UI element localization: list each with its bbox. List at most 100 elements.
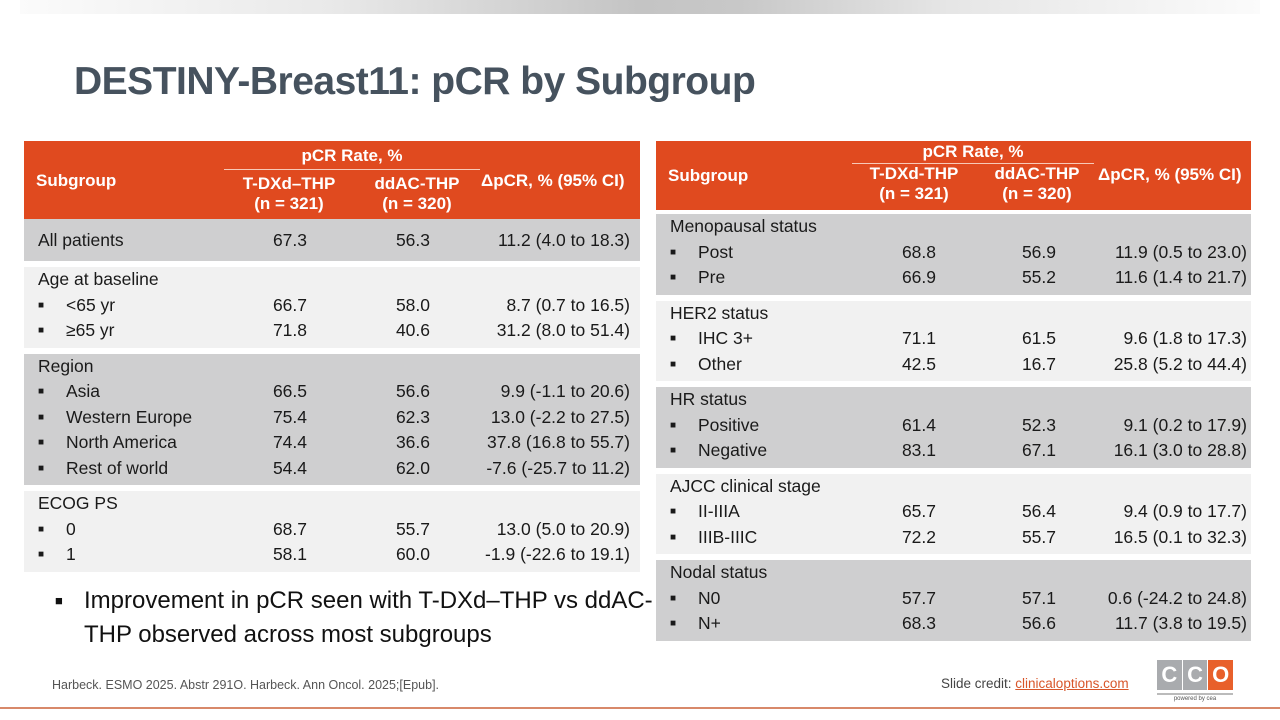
summary-bullet: ■ Improvement in pCR seen with T-DXd–THP… bbox=[55, 584, 655, 652]
header-col-tdxd-name: T-DXd–THP bbox=[242, 174, 336, 193]
group-label: All patients bbox=[38, 230, 124, 250]
value-tdxd: 71.1 bbox=[901, 328, 936, 348]
row-label: Rest of world bbox=[66, 457, 169, 478]
header-delta: ΔpCR, % (95% CI) bbox=[1098, 165, 1242, 184]
value-ddac: 56.9 bbox=[1021, 241, 1056, 262]
bullet-square-icon: ■ bbox=[670, 618, 677, 629]
table-row: ■ 1 58.1 60.0 -1.9 (-22.6 to 19.1) bbox=[24, 542, 640, 568]
group-header-row: Nodal status bbox=[656, 560, 1251, 586]
table-body: All patients 67.3 56.3 11.2 (4.0 to 18.3) Ag… bbox=[24, 219, 640, 574]
bullet-square-icon: ■ bbox=[670, 506, 677, 517]
row-label: <65 yr bbox=[66, 294, 116, 315]
header-col-tdxd-n: (n = 321) bbox=[254, 194, 324, 213]
header-col-ddac: ddAC-THP (n = 320) bbox=[976, 164, 1098, 204]
table-row: ■ North America 74.4 36.6 37.8 (16.8 to 55.7… bbox=[24, 430, 640, 456]
bullet-square-icon: ■ bbox=[38, 523, 45, 535]
citation: Harbeck. ESMO 2025. Abstr 291O. Harbeck.… bbox=[52, 678, 440, 692]
subgroup-block: Age at baseline ■ <65 yr 66.7 58.0 8.7 (0.7 t… bbox=[24, 267, 640, 350]
value-ddac: 55.7 bbox=[1021, 526, 1056, 547]
header-col-tdxd-name: T-DXd-THP bbox=[869, 164, 959, 183]
value-ddac: 62.0 bbox=[395, 457, 430, 478]
group-label: Region bbox=[38, 355, 94, 376]
row-label: North America bbox=[66, 432, 177, 452]
row-label: Positive bbox=[698, 414, 760, 435]
value-delta: 9.9 (-1.1 to 20.6) bbox=[500, 381, 630, 401]
row-label: Pre bbox=[698, 267, 726, 287]
group-label: AJCC clinical stage bbox=[670, 475, 821, 496]
value-delta: 25.8 (5.2 to 44.4) bbox=[1113, 353, 1247, 374]
bullet-square-icon: ■ bbox=[38, 386, 45, 397]
row-label: Post bbox=[698, 241, 734, 262]
row-label: Western Europe bbox=[66, 406, 193, 427]
row-label: N0 bbox=[698, 587, 721, 608]
value-delta: 16.5 (0.1 to 32.3) bbox=[1113, 526, 1247, 547]
value-tdxd: 74.4 bbox=[272, 432, 307, 452]
row-label: N+ bbox=[698, 613, 721, 633]
header-col-ddac-n: (n = 320) bbox=[382, 194, 452, 213]
credit-link[interactable]: clinicaloptions.com bbox=[1015, 676, 1129, 691]
value-delta: 11.9 (0.5 to 23.0) bbox=[1115, 241, 1247, 262]
value-ddac: 67.1 bbox=[1021, 440, 1056, 460]
subgroup-block: HR status ■ Positive 61.4 52.3 9.1 (0.2 to 17… bbox=[656, 387, 1251, 470]
value-ddac: 52.3 bbox=[1021, 414, 1056, 435]
table-row: ■ ≥65 yr 71.8 40.6 31.2 (8.0 to 51.4) bbox=[24, 318, 640, 344]
value-delta: 9.4 (0.9 to 17.7) bbox=[1123, 501, 1247, 521]
footer-rule bbox=[0, 707, 1280, 709]
bullet-square-icon: ■ bbox=[670, 358, 677, 370]
table-row: ■ Western Europe 75.4 62.3 13.0 (-2.2 to 27.… bbox=[24, 405, 640, 431]
value-ddac: 56.3 bbox=[395, 230, 430, 250]
row-label: IHC 3+ bbox=[698, 328, 753, 348]
credit-prefix: Slide credit: bbox=[941, 676, 1016, 691]
bullet-square-icon: ■ bbox=[38, 411, 45, 423]
bullet-square-icon: ■ bbox=[38, 299, 45, 311]
value-delta: -1.9 (-22.6 to 19.1) bbox=[485, 544, 630, 564]
value-ddac: 55.2 bbox=[1021, 267, 1056, 287]
value-tdxd: 68.3 bbox=[901, 613, 936, 633]
header-subgroup: Subgroup bbox=[668, 166, 749, 185]
value-delta: -7.6 (-25.7 to 11.2) bbox=[486, 457, 630, 478]
table-row: ■ Negative 83.1 67.1 16.1 (3.0 to 28.8) bbox=[656, 438, 1251, 464]
table-row: ■ Asia 66.5 56.6 9.9 (-1.1 to 20.6) bbox=[24, 379, 640, 405]
value-delta: 11.6 (1.4 to 21.7) bbox=[1115, 267, 1247, 287]
group-header-row: HER2 status bbox=[656, 301, 1251, 327]
logo-letter: C bbox=[1157, 660, 1182, 690]
group-header-row: Menopausal status bbox=[656, 214, 1251, 240]
header-col-tdxd: T-DXd–THP (n = 321) bbox=[224, 174, 354, 214]
group-header-row: HR status bbox=[656, 387, 1251, 413]
value-ddac: 36.6 bbox=[395, 432, 430, 452]
bullet-square-icon: ■ bbox=[670, 445, 677, 456]
header-col-ddac-name: ddAC-THP bbox=[994, 164, 1080, 183]
row-label: Asia bbox=[66, 381, 101, 401]
bullet-square-icon: ■ bbox=[38, 437, 45, 448]
value-delta: 13.0 (-2.2 to 27.5) bbox=[490, 406, 630, 427]
header-rule bbox=[852, 163, 1094, 164]
table-row: ■ Pre 66.9 55.2 11.6 (1.4 to 21.7) bbox=[656, 265, 1251, 291]
value-delta: 9.1 (0.2 to 17.9) bbox=[1123, 414, 1247, 435]
slide-credit: Slide credit: clinicaloptions.com bbox=[941, 676, 1129, 691]
value-tdxd: 65.7 bbox=[901, 501, 936, 521]
value-tdxd: 72.2 bbox=[901, 526, 936, 547]
value-tdxd: 67.3 bbox=[272, 230, 307, 250]
value-ddac: 61.5 bbox=[1021, 328, 1056, 348]
header-col-ddac-n: (n = 320) bbox=[1002, 184, 1072, 203]
table-row: ■ <65 yr 66.7 58.0 8.7 (0.7 to 16.5) bbox=[24, 293, 640, 319]
group-header-row: All patients 67.3 56.3 11.2 (4.0 to 18.3) bbox=[24, 219, 640, 261]
value-delta: 9.6 (1.8 to 17.3) bbox=[1123, 328, 1247, 348]
value-ddac: 56.6 bbox=[1021, 613, 1056, 633]
value-tdxd: 75.4 bbox=[272, 406, 307, 427]
value-tdxd: 66.9 bbox=[901, 267, 936, 287]
value-ddac: 57.1 bbox=[1021, 587, 1056, 608]
table-row: ■ Post 68.8 56.9 11.9 (0.5 to 23.0) bbox=[656, 240, 1251, 266]
group-header-row: Age at baseline bbox=[24, 267, 640, 293]
group-label: Age at baseline bbox=[38, 269, 159, 289]
value-tdxd: 66.7 bbox=[272, 294, 307, 315]
logo-tagline: powered by cea bbox=[1157, 693, 1233, 702]
row-label: IIIB-IIIC bbox=[698, 526, 758, 547]
value-delta: 31.2 (8.0 to 51.4) bbox=[496, 320, 630, 340]
value-tdxd: 66.5 bbox=[272, 381, 307, 401]
header-col-tdxd: T-DXd-THP (n = 321) bbox=[852, 164, 976, 204]
header-delta: ΔpCR, % (95% CI) bbox=[481, 171, 625, 190]
table-row: ■ Positive 61.4 52.3 9.1 (0.2 to 17.9) bbox=[656, 413, 1251, 439]
row-label: 0 bbox=[66, 518, 76, 539]
header-pcr-rate: pCR Rate, % bbox=[301, 146, 403, 165]
